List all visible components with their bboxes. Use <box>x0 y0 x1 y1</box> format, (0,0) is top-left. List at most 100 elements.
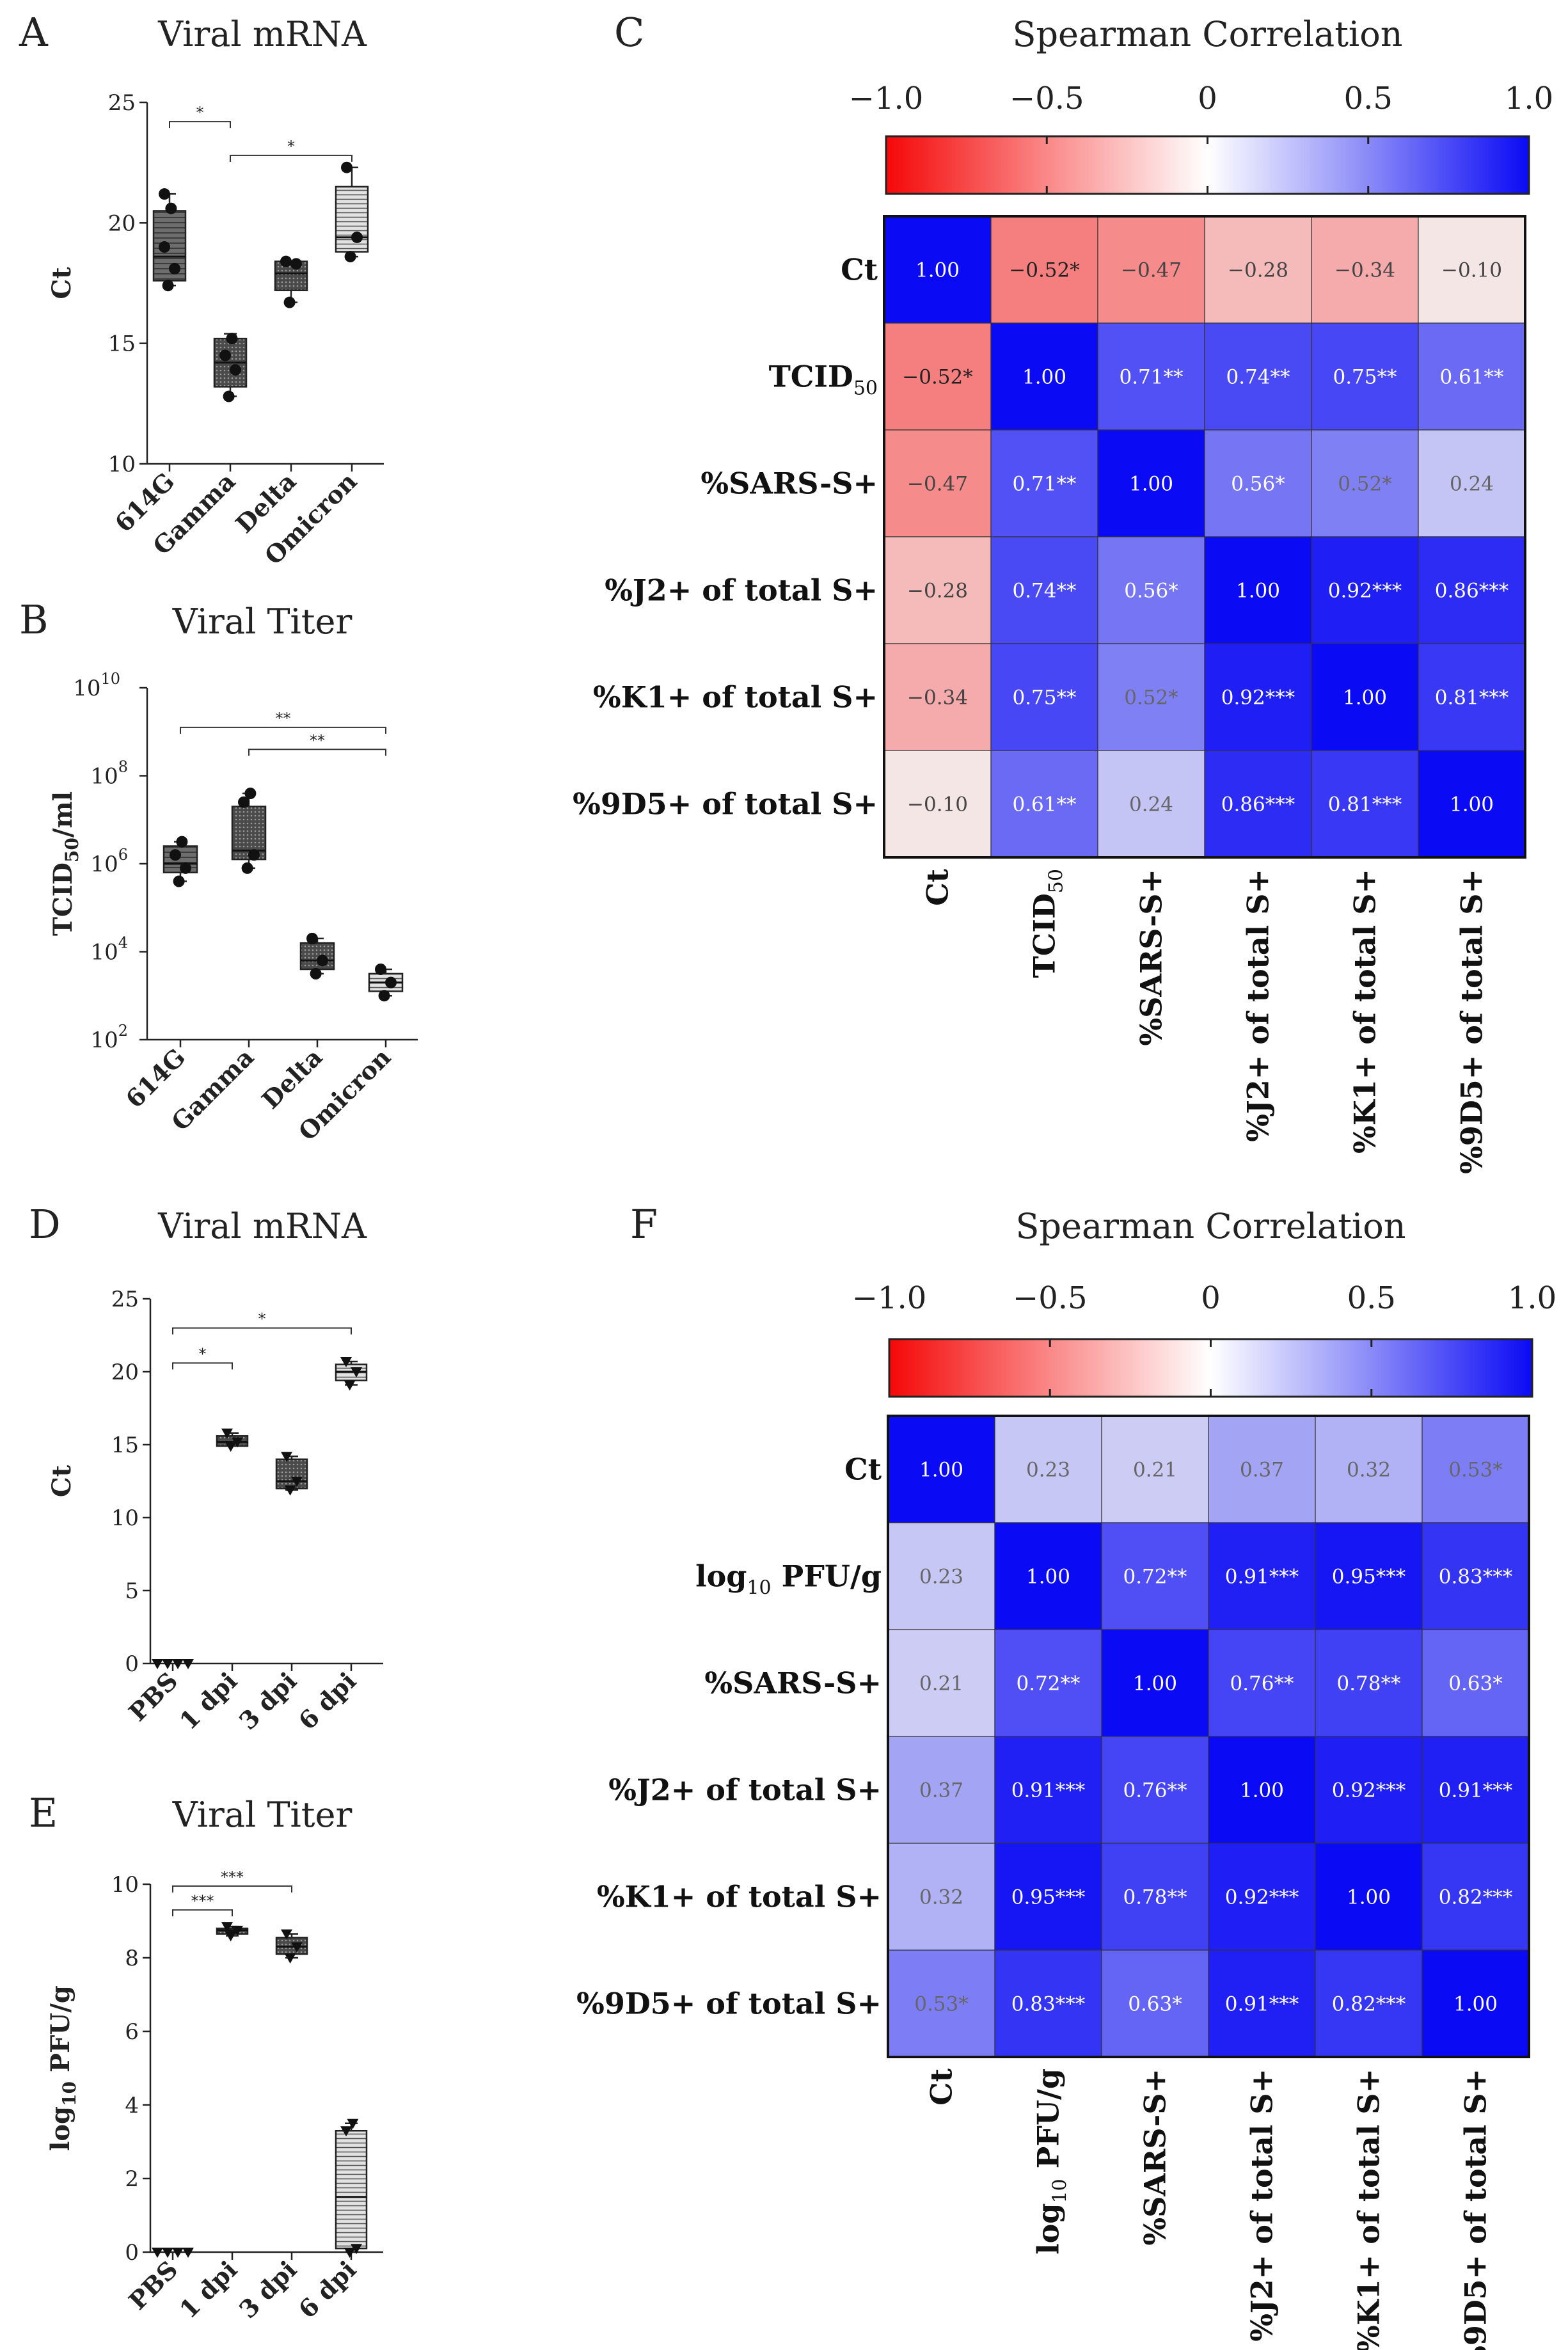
heatmap-cell-value: 0.71** <box>1119 366 1183 389</box>
data-point <box>310 967 322 980</box>
y-axis-label-part: PFU/g <box>45 1985 75 2081</box>
data-point <box>340 1357 352 1368</box>
heatmap-cell <box>883 216 992 324</box>
heatmap-cell <box>1315 1949 1423 2058</box>
heatmap-cell <box>1315 1736 1423 1844</box>
data-point <box>385 976 397 988</box>
y-tick-label: 108 <box>90 758 128 790</box>
heatmap-cell <box>1421 1629 1530 1737</box>
data-point <box>290 258 302 270</box>
heatmap-cell-value: 0.63* <box>1448 1672 1503 1695</box>
y-axis-label-part: /ml <box>48 791 78 838</box>
heatmap-cell-value: 0.21 <box>919 1672 963 1695</box>
heatmap-cell-value: 1.00 <box>1236 580 1280 603</box>
y-tick-label: 106 <box>90 846 128 877</box>
data-point <box>291 1942 303 1953</box>
significance-bracket <box>248 749 386 756</box>
heatmap-cell-value: 1.00 <box>1133 1672 1177 1695</box>
significance-label: ** <box>310 731 325 749</box>
data-point <box>291 1477 303 1487</box>
y-tick-label-exp: 10 <box>100 670 120 688</box>
heatmap-cell-value: 0.32 <box>1347 1459 1391 1482</box>
heatmap-row-label: %K1+ of total S+ <box>593 680 878 715</box>
heatmap-cell <box>887 1736 995 1844</box>
heatmap-cell-value: 0.91*** <box>1439 1779 1513 1802</box>
col-label-text: %K1+ of total S+ <box>1352 2068 1386 2350</box>
row-label-sub: 50 <box>853 377 878 400</box>
panel-letter-e: E <box>29 1790 58 1836</box>
heatmap-cell <box>1311 750 1419 858</box>
heatmap-cell <box>994 1522 1102 1630</box>
heatmap-cell <box>1418 536 1526 644</box>
heatmap-cell <box>887 1522 995 1630</box>
row-label-text: log <box>695 1559 747 1594</box>
data-point <box>344 1380 356 1391</box>
significance-label: * <box>287 138 295 155</box>
y-axis-label: log10 PFU/g <box>45 1985 80 2151</box>
heatmap-cell-value: 0.52* <box>1124 687 1178 710</box>
data-point <box>173 875 185 887</box>
heatmap-cell <box>1315 1415 1423 1523</box>
heatmap-frame <box>887 1415 1530 2058</box>
colorbar-tick-label: −1.0 <box>852 1280 927 1316</box>
heatmap-cell-value: 0.81*** <box>1328 793 1402 816</box>
heatmap-cell-value: 0.86*** <box>1221 793 1295 816</box>
x-category-label: 3 dpi <box>234 2255 303 2324</box>
row-label-text: %SARS-S+ <box>701 466 878 501</box>
heatmap-cell-value: −0.47 <box>1121 259 1182 282</box>
box-pbs <box>152 2248 194 2258</box>
y-axis-label: TCID50/ml <box>48 791 83 936</box>
heatmap-cell <box>1101 1415 1209 1523</box>
heatmap-cell-value: 0.91*** <box>1225 1993 1299 2016</box>
row-label-text: %J2+ of total S+ <box>605 573 878 608</box>
heatmap-cell-value: 1.00 <box>1450 793 1494 816</box>
heatmap-cell-value: 0.92*** <box>1221 687 1295 710</box>
panel-letter-a: A <box>19 9 49 56</box>
data-point <box>162 1659 173 1669</box>
heatmap-cell-value: 0.24 <box>1129 793 1173 816</box>
heatmap-cell-value: 1.00 <box>1343 687 1387 710</box>
heatmap-cell <box>1208 1522 1316 1630</box>
significance-label: *** <box>221 1868 244 1886</box>
col-label-text: Ct <box>924 2068 959 2106</box>
row-label-text: %K1+ of total S+ <box>593 680 878 715</box>
data-point <box>241 862 253 874</box>
charts-layer: Viral mRNA10152025Ct614GGammaDeltaOmicro… <box>45 14 1556 2350</box>
heatmap-cell-value: −0.52* <box>1009 259 1080 282</box>
heatmap-col-label: log10 PFU/g <box>1031 2068 1072 2255</box>
data-point <box>180 862 191 874</box>
panel-letter-f: F <box>630 1201 658 1248</box>
x-category-label: 3 dpi <box>234 1667 303 1736</box>
heatmap-cell <box>1101 1736 1209 1844</box>
panel-letter-d: D <box>29 1201 61 1248</box>
heatmap-cell-value: 0.75** <box>1012 687 1076 710</box>
data-point <box>182 2248 194 2258</box>
chart-title: Viral Titer <box>172 601 352 642</box>
y-tick-label-exp: 8 <box>118 758 128 776</box>
colorbar-tick-label: 1.0 <box>1505 81 1553 116</box>
heatmap-row-label: %SARS-S+ <box>701 466 878 501</box>
colorbar-tick-label: 0.5 <box>1347 1280 1396 1316</box>
x-category-label: 6 dpi <box>293 1667 362 1736</box>
heatmap-cell-value: 1.00 <box>1240 1779 1284 1802</box>
data-point <box>170 849 181 861</box>
data-point <box>344 2248 356 2258</box>
row-label-text: %J2+ of total S+ <box>608 1773 882 1807</box>
data-point <box>280 255 292 267</box>
y-tick-label-exp: 4 <box>118 934 128 952</box>
heatmap-cell-value: 0.23 <box>919 1566 963 1589</box>
row-label-text: Ct <box>844 1452 882 1487</box>
heatmap-cell-value: 0.78** <box>1123 1886 1187 1909</box>
heatmap-row-label: Ct <box>841 253 878 287</box>
box-delta <box>299 932 335 980</box>
x-category-label: 1 dpi <box>174 1667 243 1736</box>
data-point <box>244 788 257 799</box>
heatmap-cell-value: 0.32 <box>919 1886 963 1909</box>
data-point <box>172 1659 184 1669</box>
y-tick-label: 25 <box>111 1287 139 1312</box>
significance-bracket <box>172 1327 352 1335</box>
heatmap-cell <box>990 643 1098 751</box>
heatmap-cell-value: 1.00 <box>915 259 960 282</box>
box-6-dpi <box>335 1357 368 1391</box>
row-label-text: %9D5+ of total S+ <box>576 1987 882 2021</box>
